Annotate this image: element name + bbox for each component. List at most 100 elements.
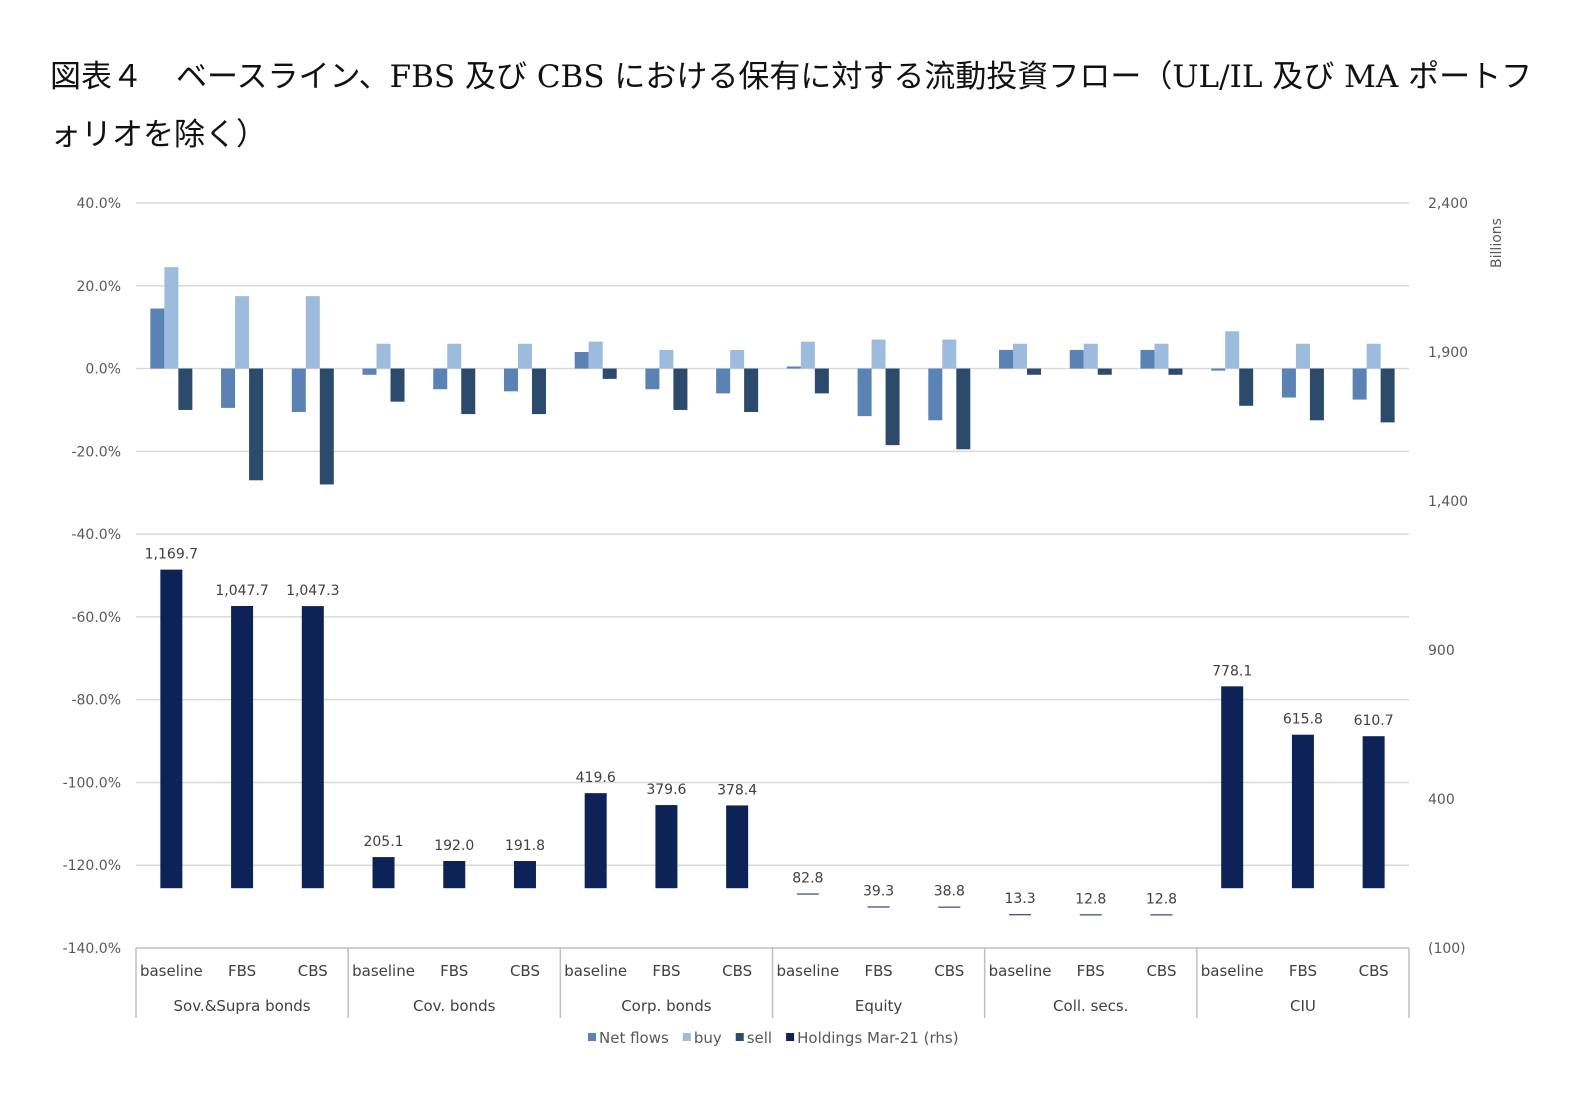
scenario-tick-label: baseline (140, 962, 203, 980)
scenario-tick-label: baseline (989, 962, 1052, 980)
sell-bar (1380, 368, 1395, 423)
legend-swatch (786, 1033, 795, 1041)
sell-bar (249, 368, 264, 481)
holdings-bar (1150, 914, 1173, 916)
scenario-tick-label: CBS (1146, 962, 1176, 980)
holdings-data-label: 1,047.3 (286, 583, 339, 599)
holdings-bar (726, 805, 749, 889)
holdings-data-label: 38.8 (934, 884, 965, 900)
holdings-data-label: 205.1 (363, 834, 403, 850)
scenario-tick-label: CBS (298, 962, 328, 980)
right-axis-tick-label: 2,400 (1428, 196, 1468, 212)
holdings-bar (584, 793, 607, 889)
right-axis-tick-label: 900 (1428, 643, 1455, 659)
net-flows-bar (574, 352, 589, 369)
sell-bar (673, 368, 688, 410)
sell-bar (1239, 368, 1254, 406)
legend-label: buy (694, 1029, 722, 1047)
holdings-bar (796, 893, 819, 895)
figure-number: 図表４ (50, 59, 143, 95)
buy-bar (235, 296, 250, 369)
net-flows-bar (786, 366, 801, 369)
left-axis-tick-label: -140.0% (63, 941, 121, 957)
scenario-tick-label: baseline (564, 962, 627, 980)
left-axis-tick-label: -20.0% (71, 444, 121, 460)
holdings-bar (372, 857, 395, 889)
holdings-data-label: 378.4 (717, 782, 757, 798)
group-tick-label: CIU (1290, 997, 1316, 1015)
holdings-bar (231, 605, 254, 889)
scenario-tick-label: CBS (1359, 962, 1389, 980)
holdings-bar (938, 906, 961, 908)
buy-bar (1295, 343, 1310, 369)
net-flows-bar (1352, 368, 1367, 400)
holdings-bar (1079, 914, 1102, 916)
scenario-tick-label: FBS (228, 962, 256, 980)
holdings-bar (301, 606, 324, 889)
scenario-tick-label: FBS (652, 962, 680, 980)
scenario-tick-label: CBS (934, 962, 964, 980)
holdings-bar (867, 906, 890, 908)
net-flows-bar (503, 368, 518, 392)
sell-bar (814, 368, 829, 394)
buy-bar (376, 343, 391, 369)
legend-swatch (588, 1033, 596, 1041)
scenario-tick-label: baseline (1201, 962, 1264, 980)
left-axis-tick-label: -80.0% (71, 693, 121, 709)
buy-bar (1225, 331, 1240, 369)
buy-bar (517, 343, 532, 369)
holdings-data-label: 615.8 (1283, 712, 1323, 728)
net-flows-bar (1069, 349, 1084, 369)
holdings-bar (160, 569, 183, 889)
legend-label: Holdings Mar-21 (rhs) (797, 1029, 958, 1047)
scenario-tick-label: CBS (722, 962, 752, 980)
sell-bar (178, 368, 193, 410)
right-axis-tick-label: 1,900 (1428, 345, 1468, 361)
right-axis-tick-label: 1,400 (1428, 494, 1468, 510)
holdings-bar (443, 860, 466, 889)
scenario-tick-label: FBS (1289, 962, 1317, 980)
left-axis-tick-label: 40.0% (77, 196, 121, 212)
sell-bar (956, 368, 971, 450)
holdings-data-label: 192.0 (434, 838, 474, 854)
holdings-data-label: 12.8 (1075, 891, 1106, 907)
buy-bar (871, 339, 886, 369)
group-tick-label: Coll. secs. (1053, 997, 1128, 1015)
net-flows-bar (433, 368, 448, 390)
legend-label: Net flows (599, 1029, 669, 1047)
net-flows-bar (221, 368, 236, 408)
sell-bar (602, 368, 617, 379)
sell-bar (319, 368, 334, 485)
legend-swatch (682, 1033, 691, 1041)
legend-label: sell (747, 1029, 772, 1047)
net-flows-bar (716, 368, 731, 394)
group-tick-label: Corp. bonds (621, 997, 712, 1015)
net-flows-bar (857, 368, 872, 417)
left-axis-tick-label: 0.0% (85, 362, 121, 378)
scenario-tick-label: baseline (352, 962, 415, 980)
scenario-tick-label: baseline (776, 962, 839, 980)
sell-bar (1309, 368, 1324, 421)
holdings-data-label: 778.1 (1212, 663, 1252, 679)
holdings-data-label: 419.6 (576, 770, 616, 786)
sell-bar (744, 368, 759, 413)
group-tick-label: Cov. bonds (413, 997, 496, 1015)
holdings-data-label: 1,169.7 (145, 547, 198, 563)
group-tick-label: Sov.&Supra bonds (174, 997, 311, 1015)
scenario-tick-label: FBS (1077, 962, 1105, 980)
holdings-data-label: 82.8 (792, 871, 823, 887)
buy-bar (1366, 343, 1381, 369)
sell-bar (531, 368, 546, 415)
buy-bar (1154, 343, 1169, 369)
holdings-bar (513, 861, 536, 889)
right-axis-tick-label: 400 (1428, 792, 1455, 808)
buy-bar (942, 339, 957, 369)
group-tick-label: Equity (855, 997, 903, 1015)
scenario-tick-label: FBS (864, 962, 892, 980)
holdings-bar (655, 805, 678, 889)
sell-bar (1168, 368, 1183, 375)
net-flows-bar (150, 308, 165, 369)
holdings-bar (1009, 914, 1032, 916)
buy-bar (164, 267, 179, 369)
left-axis-tick-label: -40.0% (71, 527, 121, 543)
